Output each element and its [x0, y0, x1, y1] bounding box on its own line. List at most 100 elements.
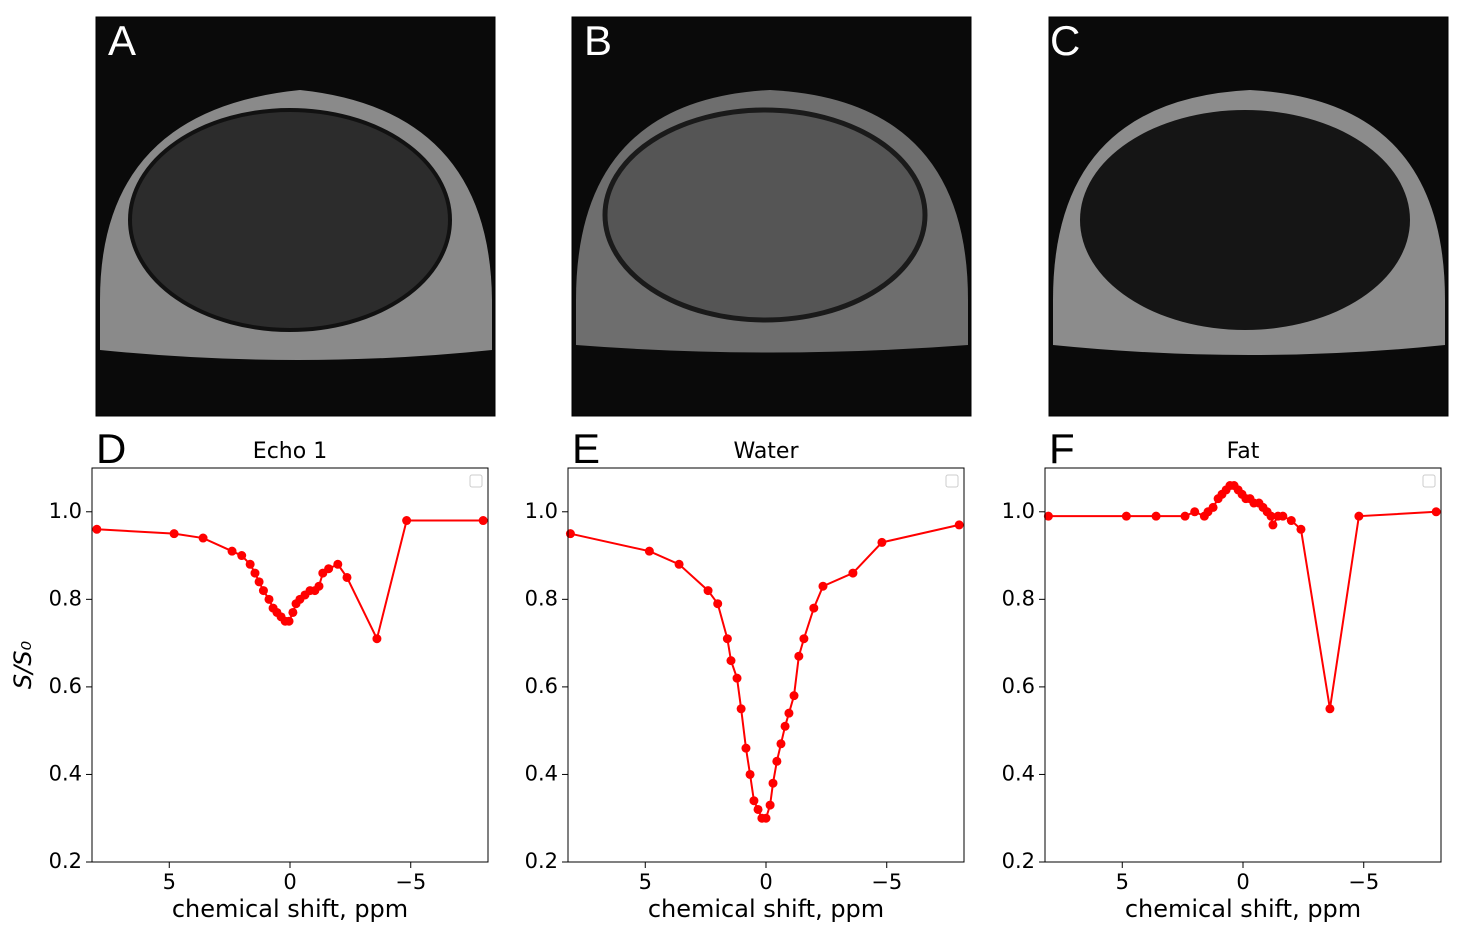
- data-point: [1286, 516, 1296, 526]
- data-point: [745, 769, 755, 779]
- x-tick-label: −5: [1348, 870, 1379, 894]
- data-point: [644, 546, 654, 556]
- y-tick-label: 0.2: [49, 849, 82, 873]
- data-point: [789, 691, 799, 701]
- y-tick-label: 0.8: [525, 586, 558, 610]
- data-point: [722, 634, 732, 644]
- data-point: [565, 529, 575, 539]
- y-tick-label: 1.0: [1002, 499, 1035, 523]
- data-line: [1048, 484, 1437, 709]
- chart-title: Fat: [1227, 439, 1260, 464]
- panel-label: A: [108, 17, 136, 64]
- data-point: [1151, 511, 1161, 521]
- y-tick-label: 0.8: [1002, 586, 1035, 610]
- panel-label: F: [1049, 425, 1075, 472]
- data-point: [753, 804, 763, 814]
- data-point: [1325, 704, 1335, 714]
- y-tick-label: 0.8: [49, 586, 82, 610]
- data-point: [1296, 524, 1306, 534]
- panel-label: B: [584, 17, 612, 64]
- y-tick-label: 0.2: [525, 849, 558, 873]
- data-point: [478, 516, 488, 526]
- data-point: [784, 708, 794, 718]
- data-point: [780, 721, 790, 731]
- panel-label: C: [1050, 17, 1080, 64]
- data-point: [809, 603, 819, 613]
- data-point: [799, 634, 809, 644]
- legend-box: [1422, 474, 1436, 488]
- y-tick-label: 0.2: [1002, 849, 1035, 873]
- data-point: [372, 634, 382, 644]
- data-point: [314, 581, 324, 591]
- data-point: [713, 599, 723, 609]
- data-point: [198, 533, 208, 543]
- data-point: [402, 516, 412, 526]
- data-point: [342, 572, 352, 582]
- data-point: [92, 524, 102, 534]
- data-point: [324, 564, 334, 574]
- x-axis-label: chemical shift, ppm: [1125, 895, 1361, 923]
- data-point: [1354, 511, 1364, 521]
- data-point: [736, 704, 746, 714]
- data-point: [749, 796, 759, 806]
- x-tick-label: 5: [639, 870, 652, 894]
- x-tick-label: 0: [283, 870, 296, 894]
- data-point: [703, 586, 713, 596]
- mri-image: B: [571, 16, 972, 417]
- data-point: [776, 739, 786, 749]
- plot-frame: [1044, 467, 1442, 863]
- x-tick-label: 0: [759, 870, 772, 894]
- plot-frame: [567, 467, 965, 863]
- data-point: [333, 559, 343, 569]
- x-tick-label: 0: [1236, 870, 1249, 894]
- data-point: [1043, 511, 1053, 521]
- data-point: [1180, 511, 1190, 521]
- data-point: [726, 656, 736, 666]
- data-point: [1208, 502, 1218, 512]
- data-point: [227, 546, 237, 556]
- data-point: [245, 559, 255, 569]
- data-point: [1278, 511, 1288, 521]
- data-point: [237, 551, 247, 561]
- y-tick-label: 0.6: [525, 674, 558, 698]
- data-point: [674, 559, 684, 569]
- y-tick-label: 0.4: [1002, 761, 1035, 785]
- x-axis-label: chemical shift, ppm: [172, 895, 408, 923]
- data-point: [284, 616, 294, 626]
- x-axis-label: chemical shift, ppm: [648, 895, 884, 923]
- data-point: [1121, 511, 1131, 521]
- x-tick-label: −5: [871, 870, 902, 894]
- y-axis-label: S/S₀: [9, 641, 37, 690]
- x-tick-label: 5: [163, 870, 176, 894]
- data-line: [570, 523, 960, 820]
- legend-box: [945, 474, 959, 488]
- legend-box: [469, 474, 483, 488]
- data-point: [954, 520, 964, 530]
- chart-title: Echo 1: [253, 439, 327, 464]
- panel-label: D: [96, 425, 126, 472]
- mri-image: A: [95, 16, 496, 417]
- data-point: [264, 594, 274, 604]
- y-tick-label: 0.6: [49, 674, 82, 698]
- data-point: [848, 568, 858, 578]
- data-point: [1431, 507, 1441, 517]
- data-point: [1266, 511, 1276, 521]
- plot-frame: [91, 467, 489, 863]
- panel-label: E: [572, 425, 600, 472]
- y-tick-label: 1.0: [49, 499, 82, 523]
- data-point: [761, 813, 771, 823]
- data-point: [732, 673, 742, 683]
- data-point: [818, 581, 828, 591]
- data-point: [169, 529, 179, 539]
- data-point: [877, 537, 887, 547]
- data-point: [768, 778, 778, 788]
- data-point: [765, 800, 775, 810]
- data-point: [250, 568, 260, 578]
- data-point: [772, 756, 782, 766]
- data-point: [794, 651, 804, 661]
- x-tick-label: 5: [1116, 870, 1129, 894]
- data-point: [1268, 520, 1278, 530]
- x-tick-label: −5: [395, 870, 426, 894]
- data-point: [254, 577, 264, 587]
